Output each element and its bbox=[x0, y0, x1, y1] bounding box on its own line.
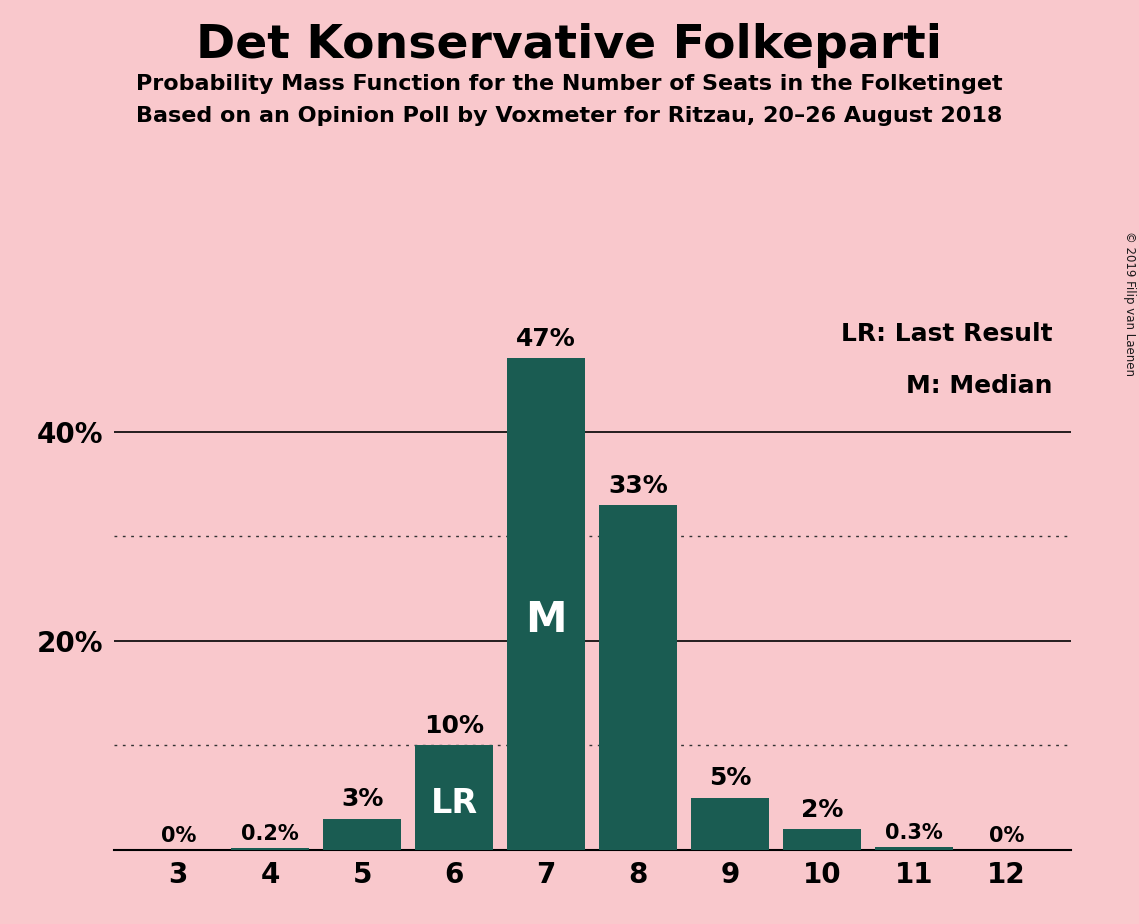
Text: M: Median: M: Median bbox=[906, 374, 1052, 398]
Bar bbox=[691, 797, 769, 850]
Text: 5%: 5% bbox=[710, 766, 752, 790]
Text: 0%: 0% bbox=[989, 826, 1024, 845]
Bar bbox=[323, 819, 401, 850]
Bar bbox=[416, 746, 493, 850]
Text: Det Konservative Folkeparti: Det Konservative Folkeparti bbox=[197, 23, 942, 68]
Text: M: M bbox=[525, 599, 567, 641]
Text: 2%: 2% bbox=[801, 797, 844, 821]
Text: 10%: 10% bbox=[425, 714, 484, 738]
Text: LR: Last Result: LR: Last Result bbox=[841, 322, 1052, 346]
Bar bbox=[875, 847, 953, 850]
Bar bbox=[507, 359, 585, 850]
Text: 0.2%: 0.2% bbox=[241, 824, 300, 844]
Text: © 2019 Filip van Laenen: © 2019 Filip van Laenen bbox=[1123, 231, 1137, 376]
Text: Based on an Opinion Poll by Voxmeter for Ritzau, 20–26 August 2018: Based on an Opinion Poll by Voxmeter for… bbox=[137, 106, 1002, 127]
Text: 0.3%: 0.3% bbox=[885, 822, 943, 843]
Text: 0%: 0% bbox=[161, 826, 196, 845]
Text: Probability Mass Function for the Number of Seats in the Folketinget: Probability Mass Function for the Number… bbox=[137, 74, 1002, 94]
Text: 33%: 33% bbox=[608, 474, 669, 497]
Text: 47%: 47% bbox=[516, 327, 576, 351]
Bar bbox=[784, 829, 861, 850]
Text: 3%: 3% bbox=[341, 787, 384, 811]
Bar bbox=[231, 848, 310, 850]
Bar bbox=[599, 505, 678, 850]
Text: LR: LR bbox=[431, 786, 478, 820]
